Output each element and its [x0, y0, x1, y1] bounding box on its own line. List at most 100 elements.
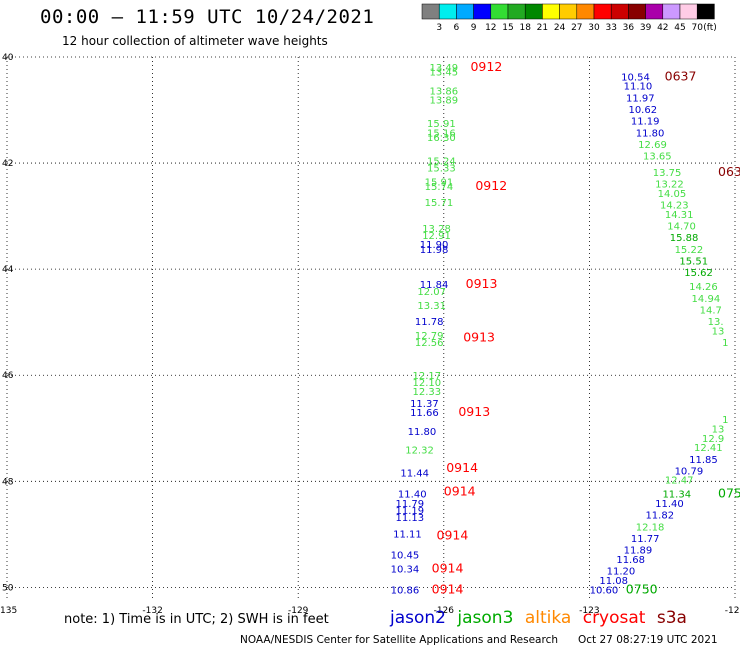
time-label: 0750: [626, 581, 658, 596]
colorbar-tick: 12: [485, 23, 496, 33]
wave-height-label: 13.: [708, 317, 724, 328]
colorbar-tick: 30: [588, 23, 600, 33]
colorbar-swatch: [490, 3, 509, 20]
time-label: 0913: [466, 276, 498, 291]
legend-s3a: s3a: [656, 608, 687, 628]
x-tick-label: -123: [579, 606, 599, 616]
y-tick-label: 40: [2, 53, 14, 63]
colorbar-swatch: [610, 3, 629, 20]
wave-height-label: 11.66: [410, 408, 439, 419]
time-label: 0636: [718, 164, 740, 179]
track-labels: 13.4913.4513.8613.8915.9115.1616.3015.24…: [391, 63, 729, 596]
map-ticks: -135 -132 -129 -126 -123 -120 40 42 44 46 48 50: [0, 53, 740, 616]
wave-height-label: 12.56: [415, 338, 444, 349]
colorbar-tick: 21: [537, 23, 548, 33]
wave-height-label: 13.49: [429, 63, 458, 74]
wave-height-label: 11.80: [636, 128, 665, 139]
wave-height-label: 14.31: [665, 210, 694, 221]
y-tick-label: 48: [2, 477, 14, 487]
wave-height-label: 12.07: [417, 287, 446, 298]
wave-height-label: 13: [712, 424, 725, 435]
time-label: 0913: [463, 329, 495, 344]
wave-height-label: 11.10: [624, 82, 653, 93]
wave-height-label: 15.33: [427, 163, 456, 174]
wave-height-label: 1: [722, 415, 728, 426]
satellite-legend: jason2 jason3 altika cryosat s3a: [390, 608, 693, 628]
y-tick-label: 42: [2, 159, 13, 169]
wave-height-label: 13.28: [422, 224, 451, 235]
wave-height-label: 12.9: [702, 434, 724, 445]
wave-height-label: 11.79: [396, 499, 425, 510]
wave-height-label: 12.47: [665, 476, 694, 487]
colorbar-tick: 33: [605, 23, 616, 33]
time-label: 0914: [432, 560, 464, 575]
time-label: 0637: [665, 68, 697, 83]
colorbar-tick: 70: [691, 23, 703, 33]
wave-height-label: 12.18: [636, 522, 665, 533]
x-tick-label: -135: [0, 606, 17, 616]
wave-height-label: 11.44: [400, 469, 429, 480]
wave-height-label: 13.22: [655, 180, 684, 191]
wave-height-label: 15.24: [427, 156, 456, 167]
wave-height-label: 11.37: [410, 399, 439, 410]
wave-height-label: 12.17: [412, 371, 441, 382]
legend-altika: altika: [524, 608, 572, 628]
wave-height-label: 10.60: [590, 585, 619, 596]
wave-height-label: 15.16: [427, 128, 456, 139]
colorbar-swatch: [628, 3, 646, 20]
y-tick-label: 46: [2, 371, 14, 381]
colorbar-tick: 39: [640, 23, 652, 33]
wave-height-label: 12.32: [405, 445, 434, 456]
time-label: 0914: [437, 528, 469, 543]
color-scale-legend: 3 6 9 12 15 18 21 24 27 30 33 36 39 42 45 70 (ft): [421, 3, 717, 33]
wave-height-label: 11.97: [626, 93, 655, 104]
wave-height-label: 14.70: [667, 222, 696, 233]
wave-height-label: 11.40: [398, 490, 427, 501]
colorbar-swatch: [679, 3, 698, 20]
legend-jason3: jason3: [457, 608, 514, 628]
colorbar-swatch: [456, 3, 474, 20]
wave-height-label: 11.78: [415, 317, 444, 328]
wave-height-label: 14.23: [660, 201, 689, 212]
colorbar-tick: 24: [554, 23, 566, 33]
wave-height-label: 15.74: [425, 182, 454, 193]
wave-height-label: 11.85: [689, 455, 718, 466]
colorbar-tick: 42: [657, 23, 668, 33]
wave-height-label: 15.51: [679, 257, 708, 268]
colorbar-tick: 9: [471, 23, 477, 33]
wave-height-label: 15.71: [425, 198, 454, 209]
colorbar-tick: 6: [454, 23, 460, 33]
map-grid: [6, 56, 736, 598]
wave-height-label: 11.77: [631, 534, 660, 545]
colorbar-swatch: [421, 3, 440, 20]
colorbar-swatch: [559, 3, 578, 20]
wave-height-label: 11.34: [662, 490, 691, 501]
x-tick-label: -120: [725, 606, 740, 616]
time-label: 0914: [444, 483, 476, 498]
wave-height-label: 13.86: [429, 86, 458, 97]
wave-height-label: 13: [712, 326, 725, 337]
wave-height-label: 11.68: [616, 555, 645, 566]
x-tick-label: -126: [434, 606, 455, 616]
wave-height-label: 10.45: [391, 550, 420, 561]
wave-height-label: 11.89: [624, 546, 653, 557]
time-label: 0912: [470, 59, 502, 74]
colorbar-tick: 18: [519, 23, 531, 33]
wave-height-label: 10.79: [675, 466, 704, 477]
colorbar-unit: (ft): [703, 23, 717, 33]
wave-height-label: 13.89: [429, 96, 458, 107]
legend-jason2: jason2: [390, 608, 446, 628]
time-label: 0914: [432, 581, 464, 596]
colorbar-swatch: [524, 3, 543, 20]
wave-height-label: 11.11: [393, 529, 422, 540]
wave-height-label: 12.41: [694, 443, 723, 454]
x-tick-label: -132: [142, 606, 162, 616]
time-label: 0912: [475, 178, 507, 193]
wave-height-label: 13.75: [653, 168, 682, 179]
colorbar-swatch: [645, 3, 664, 20]
wave-height-label: 12.33: [412, 387, 441, 398]
wave-height-label: 11.19: [631, 117, 660, 128]
colorbar-tick: 27: [571, 23, 582, 33]
legend-cryosat: cryosat: [582, 608, 646, 628]
